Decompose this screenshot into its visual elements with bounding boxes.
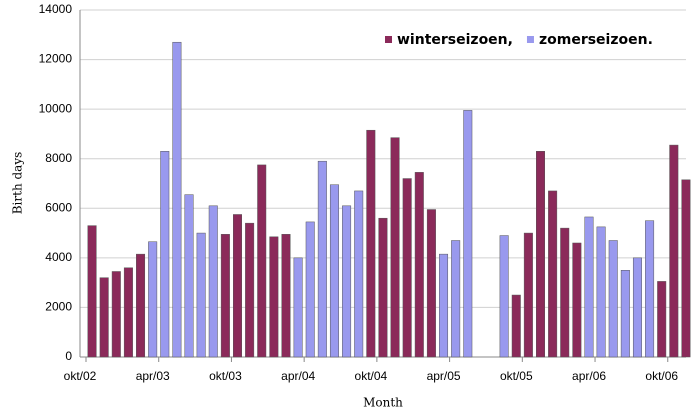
bar bbox=[402, 178, 412, 358]
bar bbox=[451, 240, 461, 358]
x-tick-label: apr/03 bbox=[136, 369, 170, 383]
bar bbox=[220, 234, 230, 358]
x-tick-label: apr/04 bbox=[281, 369, 315, 383]
bar bbox=[196, 232, 206, 358]
y-tick-label: 0 bbox=[65, 349, 72, 363]
bar bbox=[572, 242, 582, 358]
bar bbox=[257, 164, 267, 358]
bar bbox=[645, 220, 655, 358]
y-axis-label: Birth days bbox=[11, 152, 25, 215]
bar bbox=[184, 194, 194, 358]
x-tick-label: okt/03 bbox=[209, 369, 242, 383]
bar bbox=[511, 294, 521, 358]
legend-label: zomerseizoen. bbox=[539, 32, 653, 48]
bar bbox=[620, 270, 630, 358]
y-tick-label: 2000 bbox=[45, 300, 72, 314]
bar bbox=[548, 190, 558, 358]
x-axis-label: Month bbox=[363, 396, 403, 410]
bar bbox=[378, 217, 388, 358]
bar bbox=[560, 227, 570, 358]
bar bbox=[681, 179, 691, 358]
y-tick-label: 6000 bbox=[45, 200, 72, 214]
x-tick-label: apr/06 bbox=[572, 369, 606, 383]
bar bbox=[354, 190, 364, 358]
bar bbox=[669, 144, 679, 358]
bar bbox=[99, 277, 109, 358]
bar bbox=[269, 236, 279, 358]
legend-label: winterseizoen, bbox=[397, 32, 513, 48]
legend-swatch bbox=[526, 36, 534, 43]
bar bbox=[426, 209, 436, 358]
bar bbox=[596, 226, 606, 358]
bar bbox=[293, 257, 303, 358]
bar bbox=[342, 205, 352, 358]
bar bbox=[123, 267, 133, 358]
bar bbox=[499, 235, 509, 358]
bar bbox=[87, 225, 97, 358]
y-tick-label: 12000 bbox=[39, 52, 73, 66]
bar bbox=[608, 240, 618, 358]
bar bbox=[390, 137, 400, 358]
bar bbox=[111, 271, 121, 358]
y-tick-label: 14000 bbox=[39, 2, 73, 16]
bar bbox=[463, 110, 473, 358]
legend-swatch bbox=[385, 36, 392, 43]
bar bbox=[317, 160, 327, 358]
bar bbox=[245, 222, 255, 358]
bar bbox=[233, 214, 242, 358]
x-tick-label: apr/05 bbox=[427, 369, 461, 383]
bar bbox=[584, 216, 594, 358]
bar bbox=[439, 253, 449, 358]
bar bbox=[136, 253, 146, 358]
bar bbox=[523, 232, 533, 358]
bar bbox=[208, 205, 218, 358]
bar bbox=[329, 184, 339, 358]
y-tick-label: 8000 bbox=[45, 151, 72, 165]
y-tick-label: 4000 bbox=[45, 250, 72, 264]
bar bbox=[305, 221, 315, 358]
y-tick-label: 10000 bbox=[39, 101, 73, 115]
x-tick-label: okt/06 bbox=[645, 369, 678, 383]
bar bbox=[160, 151, 170, 358]
bar bbox=[414, 172, 424, 358]
bar bbox=[172, 41, 182, 358]
bar bbox=[366, 129, 376, 358]
bar bbox=[632, 257, 642, 358]
bar bbox=[281, 234, 291, 358]
x-tick-label: okt/04 bbox=[355, 369, 388, 383]
bar bbox=[536, 151, 545, 358]
x-tick-label: okt/02 bbox=[64, 369, 97, 383]
x-tick-label: okt/05 bbox=[500, 369, 533, 383]
bar bbox=[657, 281, 667, 358]
bar bbox=[148, 241, 158, 358]
